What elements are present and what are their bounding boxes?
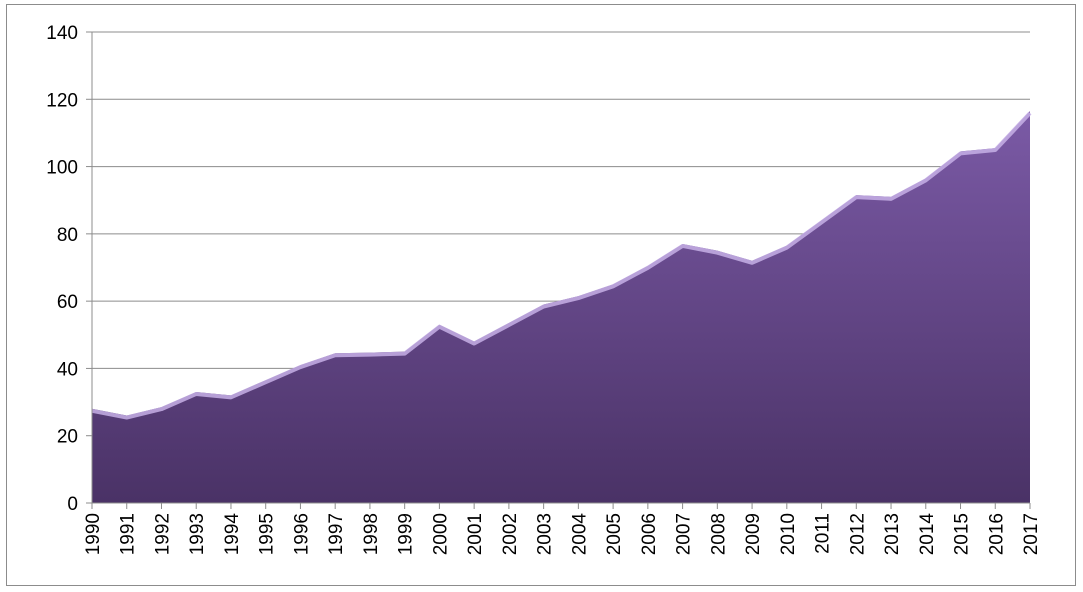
x-tick-label: 1992 — [152, 513, 173, 555]
x-tick-label: 2016 — [986, 513, 1007, 555]
x-axis-tick-labels: 1990 1991 1992 1993 1994 1995 1996 1997 1998 1999… — [83, 513, 1042, 556]
x-tick-label: 1994 — [222, 513, 243, 556]
x-tick-label: 1998 — [361, 513, 382, 555]
x-tick-label: 2010 — [778, 513, 799, 555]
y-tick-label: 100 — [46, 158, 78, 179]
area-fill — [92, 111, 1030, 503]
x-tick-label: 1993 — [187, 513, 208, 555]
area-series — [91, 111, 1032, 503]
area-top-edge — [91, 111, 1032, 420]
y-tick-label: 140 — [46, 23, 78, 44]
y-axis-tick-labels: 0 20 40 60 80 100 120 140 — [46, 23, 78, 515]
x-tick-label: 2003 — [535, 513, 556, 555]
x-tick-label: 1990 — [83, 513, 104, 555]
x-tick-label: 2001 — [465, 513, 486, 555]
x-tick-label: 2014 — [917, 513, 938, 556]
y-tick-label: 40 — [57, 359, 78, 380]
x-tick-label: 2007 — [674, 513, 695, 555]
x-tick-label: 1991 — [118, 513, 139, 555]
x-tick-label: 1995 — [257, 513, 278, 555]
y-tick-label: 80 — [57, 225, 78, 246]
x-tick-label: 1996 — [291, 513, 312, 555]
x-tick-label: 2015 — [952, 513, 973, 555]
x-tick-label: 2006 — [639, 513, 660, 555]
chart-frame: 0 20 40 60 80 100 120 140 1990 1991 1992 1993 1994 1… — [6, 4, 1076, 586]
x-tick-label: 2013 — [882, 513, 903, 555]
x-tick-label: 2005 — [604, 513, 625, 555]
x-tick-label: 2004 — [569, 513, 590, 556]
x-tick-label: 2009 — [743, 513, 764, 555]
y-tick-label: 120 — [46, 90, 78, 111]
x-tick-label: 2002 — [500, 513, 521, 555]
x-tick-label: 1997 — [326, 513, 347, 555]
y-tick-label: 20 — [57, 427, 78, 448]
x-tick-label: 2012 — [847, 513, 868, 555]
x-tick-label: 2011 — [813, 513, 834, 554]
x-tick-label: 2017 — [1021, 513, 1042, 555]
y-tick-label: 0 — [67, 494, 78, 515]
x-tick-label: 2000 — [430, 513, 451, 555]
x-tick-label: 2008 — [708, 513, 729, 555]
axes — [86, 31, 1031, 509]
y-tick-label: 60 — [57, 292, 78, 313]
x-tick-label: 1999 — [396, 513, 417, 555]
